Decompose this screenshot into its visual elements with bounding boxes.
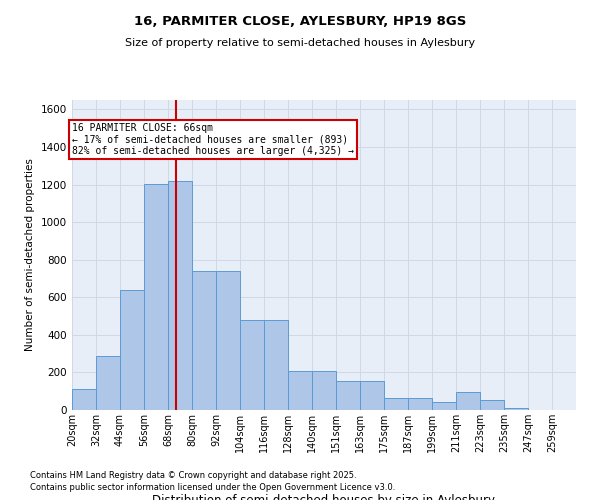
Bar bbox=[240, 320, 264, 410]
Bar bbox=[384, 398, 408, 410]
Bar bbox=[120, 290, 144, 410]
Bar bbox=[264, 320, 288, 410]
Y-axis label: Number of semi-detached properties: Number of semi-detached properties bbox=[25, 158, 35, 352]
Bar bbox=[408, 398, 432, 410]
Bar bbox=[96, 356, 120, 410]
Bar bbox=[360, 381, 384, 410]
Bar bbox=[504, 408, 528, 410]
Bar bbox=[216, 271, 240, 410]
Bar bbox=[144, 184, 168, 410]
Text: 16 PARMITER CLOSE: 66sqm
← 17% of semi-detached houses are smaller (893)
82% of : 16 PARMITER CLOSE: 66sqm ← 17% of semi-d… bbox=[72, 122, 354, 156]
Bar bbox=[192, 271, 216, 410]
Text: Contains public sector information licensed under the Open Government Licence v3: Contains public sector information licen… bbox=[30, 484, 395, 492]
Bar bbox=[312, 370, 336, 410]
Bar bbox=[456, 392, 480, 410]
Text: 16, PARMITER CLOSE, AYLESBURY, HP19 8GS: 16, PARMITER CLOSE, AYLESBURY, HP19 8GS bbox=[134, 15, 466, 28]
Text: Contains HM Land Registry data © Crown copyright and database right 2025.: Contains HM Land Registry data © Crown c… bbox=[30, 471, 356, 480]
Text: Size of property relative to semi-detached houses in Aylesbury: Size of property relative to semi-detach… bbox=[125, 38, 475, 48]
X-axis label: Distribution of semi-detached houses by size in Aylesbury: Distribution of semi-detached houses by … bbox=[152, 494, 496, 500]
Bar bbox=[480, 400, 504, 410]
Bar bbox=[432, 402, 456, 410]
Bar bbox=[288, 370, 312, 410]
Bar bbox=[168, 181, 192, 410]
Bar bbox=[336, 381, 360, 410]
Bar bbox=[72, 390, 96, 410]
